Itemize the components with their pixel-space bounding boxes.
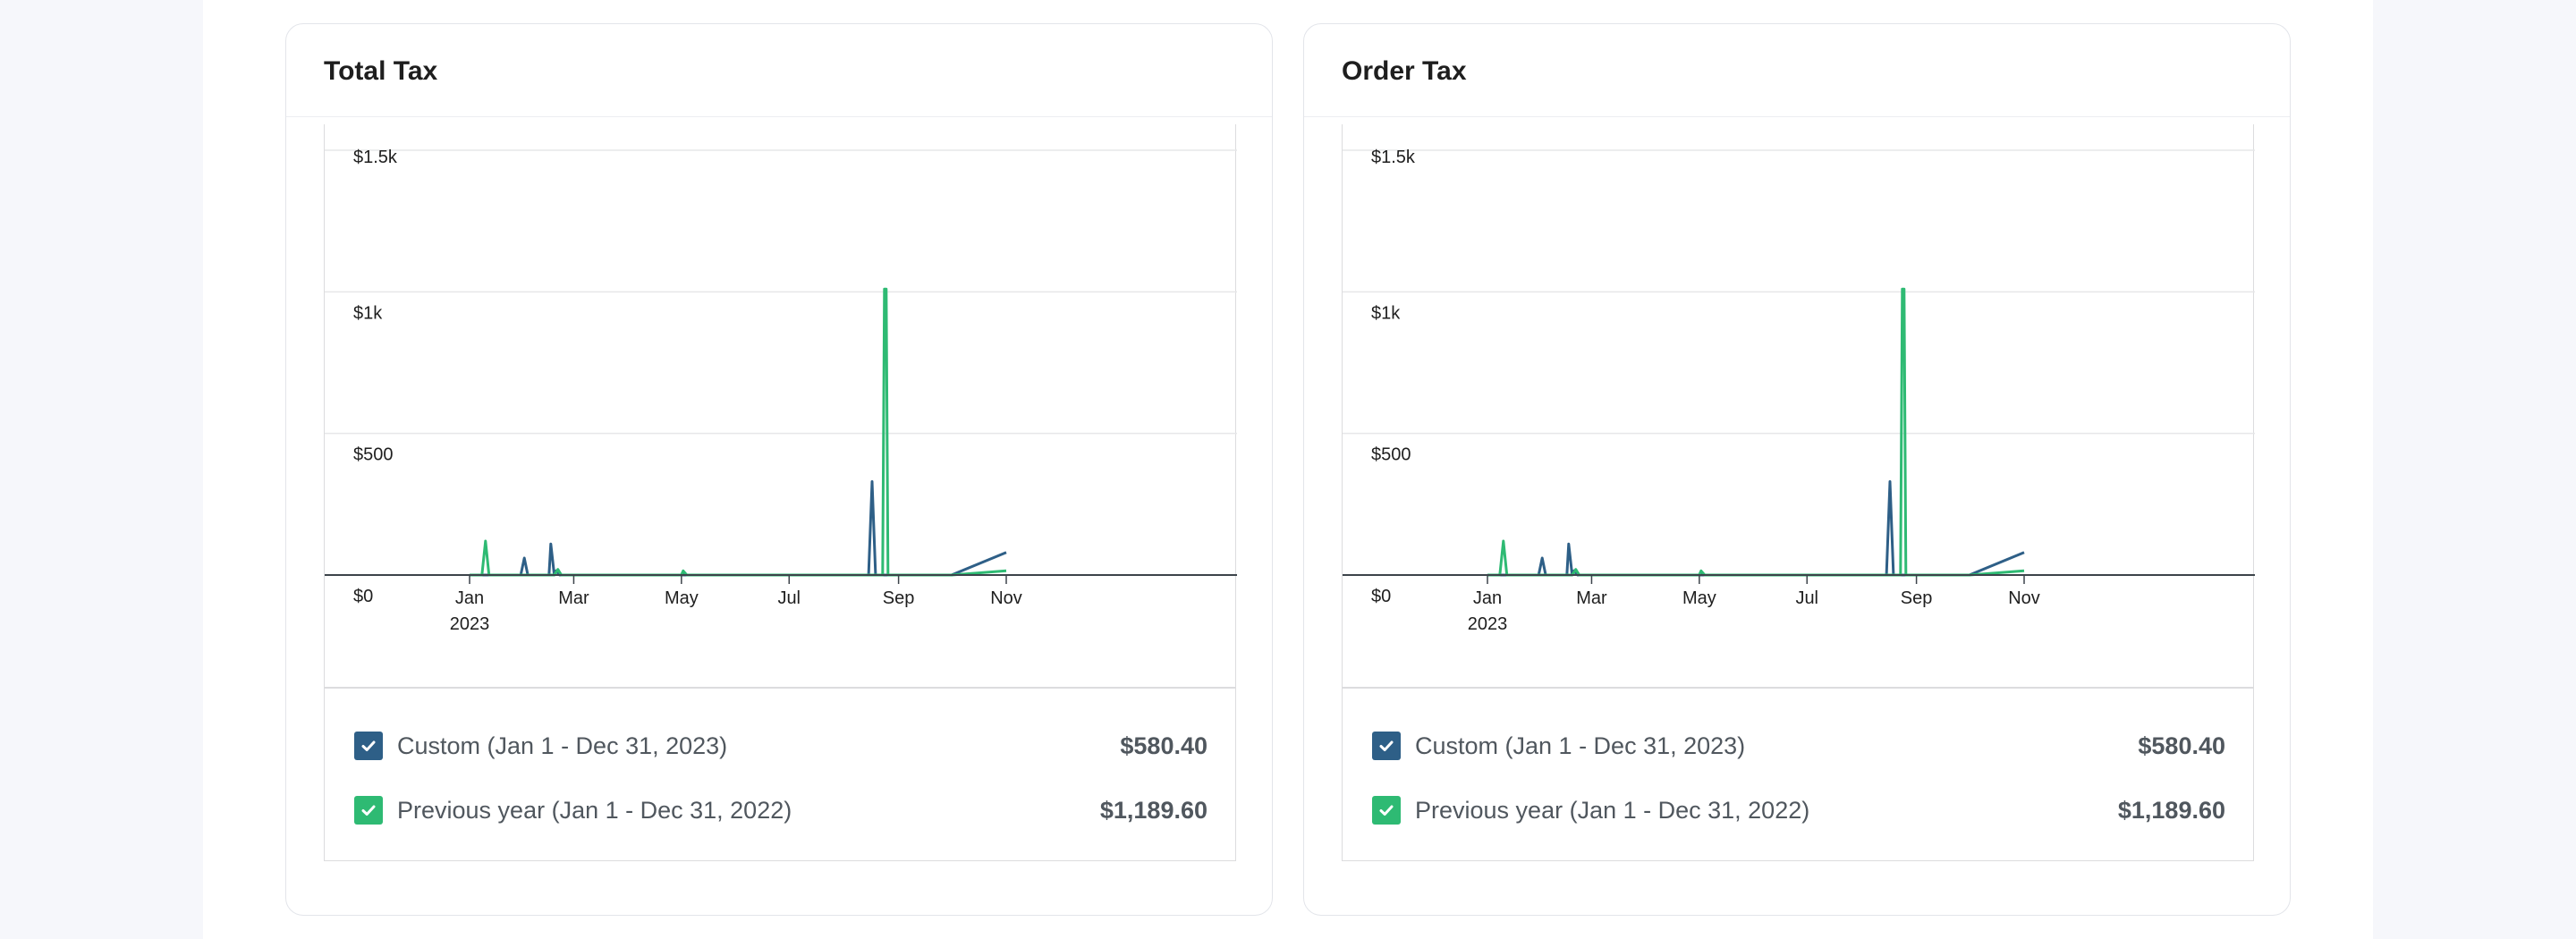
x-tick-label: Mar (558, 588, 589, 608)
card-header: Order Tax (1304, 24, 2290, 117)
legend-value: $580.40 (1120, 732, 1208, 759)
order-tax-card: Order Tax $0 $500 $1k $1.5k Jan 2023 Mar May Jul… (1303, 23, 2291, 916)
card-title: Total Tax (324, 56, 438, 86)
legend-label: Custom (Jan 1 - Dec 31, 2023) (1415, 732, 1746, 759)
y-tick-label: $1.5k (1371, 148, 1416, 167)
x-tick-label: Jul (1795, 588, 1818, 608)
checkbox[interactable] (354, 796, 383, 825)
total-tax-chart: $0 $500 $1k $1.5k Jan 2023 Mar May Jul Sep Nov (325, 148, 1237, 634)
order-tax-chart: $0 $500 $1k $1.5k Jan 2023 Mar May Jul Sep Nov (1343, 148, 2255, 634)
x-tick-label: May (1682, 588, 1716, 608)
chart-legend: Custom (Jan 1 - Dec 31, 2023) $580.40 Pr… (1343, 687, 2253, 860)
legend-value: $1,189.60 (1099, 796, 1208, 824)
legend-label: Custom (Jan 1 - Dec 31, 2023) (397, 732, 728, 759)
check-icon (361, 740, 376, 751)
y-tick-label: $0 (1371, 587, 1391, 606)
series-line (1487, 480, 2025, 577)
x-tick-label: Sep (1901, 588, 1933, 608)
check-icon (1379, 740, 1394, 751)
legend-label: Previous year (Jan 1 - Dec 31, 2022) (1415, 796, 1810, 824)
chart-container: $0 $500 $1k $1.5k Jan 2023 Mar May Jul Sep Nov Cus… (1342, 124, 2255, 861)
series-line (470, 287, 1007, 577)
check-icon (361, 805, 376, 816)
y-tick-label: $0 (353, 587, 373, 606)
page-content: Total Tax $0 $500 $1k $1.5k Jan 2023 Mar May Jul… (203, 0, 2373, 939)
legend-item-previous-year[interactable]: Previous year (Jan 1 - Dec 31, 2022) $1,… (1372, 792, 2225, 828)
series-line (1487, 287, 2025, 577)
checkbox[interactable] (1372, 732, 1401, 760)
x-tick-label: Jan (1473, 588, 1502, 608)
x-tick-label: Jan (455, 588, 484, 608)
series-line (470, 480, 1007, 577)
x-tick-sublabel: 2023 (1468, 614, 1508, 634)
y-tick-label: $1k (353, 303, 383, 323)
x-tick-label: Jul (777, 588, 801, 608)
legend-item-custom[interactable]: Custom (Jan 1 - Dec 31, 2023) $580.40 (354, 728, 1208, 764)
x-tick-label: May (665, 588, 699, 608)
legend-label: Previous year (Jan 1 - Dec 31, 2022) (397, 796, 792, 824)
card-header: Total Tax (286, 24, 1272, 117)
chart-container: $0 $500 $1k $1.5k Jan 2023 Mar May Jul Sep Nov Cus… (324, 124, 1237, 861)
x-tick-label: Nov (2008, 588, 2040, 608)
legend-value: $580.40 (2138, 732, 2225, 759)
x-tick-label: Mar (1576, 588, 1607, 608)
checkbox[interactable] (1372, 796, 1401, 825)
x-tick-label: Nov (990, 588, 1022, 608)
y-tick-label: $500 (353, 445, 394, 465)
legend-item-previous-year[interactable]: Previous year (Jan 1 - Dec 31, 2022) $1,… (354, 792, 1208, 828)
legend-value: $1,189.60 (2117, 796, 2225, 824)
chart-legend: Custom (Jan 1 - Dec 31, 2023) $580.40 Pr… (325, 687, 1235, 860)
total-tax-card: Total Tax $0 $500 $1k $1.5k Jan 2023 Mar May Jul… (285, 23, 1273, 916)
x-tick-label: Sep (883, 588, 915, 608)
check-icon (1379, 805, 1394, 816)
y-tick-label: $1.5k (353, 148, 398, 167)
checkbox[interactable] (354, 732, 383, 760)
y-tick-label: $500 (1371, 445, 1411, 465)
y-tick-label: $1k (1371, 303, 1401, 323)
legend-item-custom[interactable]: Custom (Jan 1 - Dec 31, 2023) $580.40 (1372, 728, 2225, 764)
x-tick-sublabel: 2023 (450, 614, 490, 634)
card-title: Order Tax (1342, 56, 1467, 86)
